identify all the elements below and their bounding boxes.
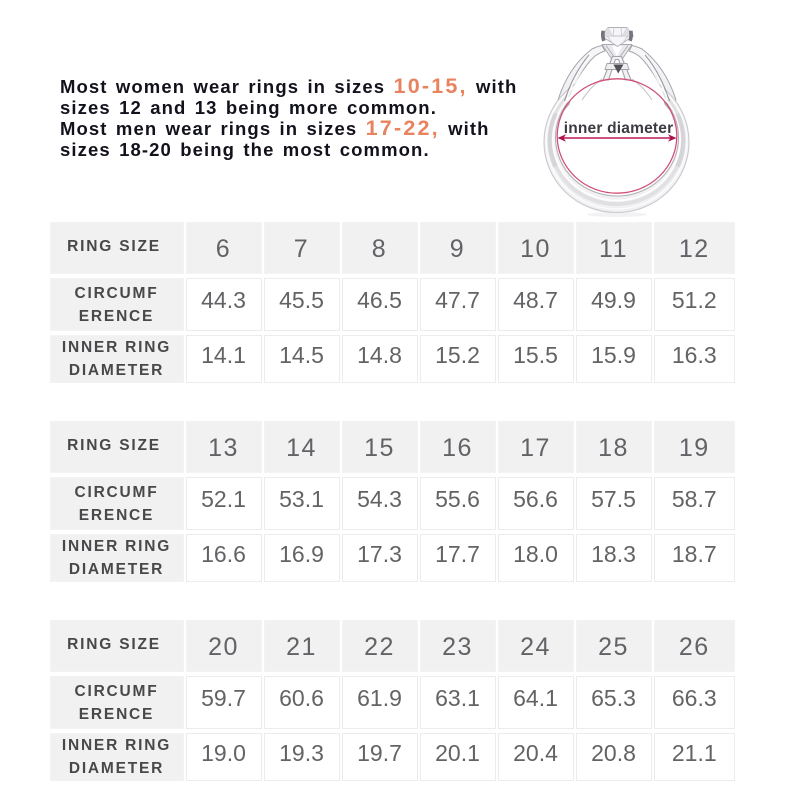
svg-text:inner diameter: inner diameter xyxy=(564,120,674,137)
